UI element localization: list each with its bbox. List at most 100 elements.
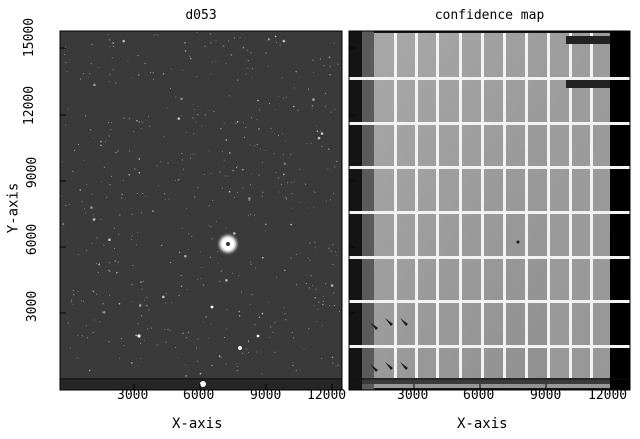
star (80, 78, 82, 80)
star (84, 208, 85, 210)
star (117, 150, 119, 152)
horizontal-seam (349, 122, 630, 125)
star (241, 291, 243, 293)
right-x-tick-3000: 3000 (397, 388, 429, 403)
star (249, 144, 251, 146)
star (332, 362, 334, 364)
star (236, 79, 239, 81)
star (243, 122, 244, 124)
star (140, 358, 141, 360)
vertical-seam (525, 33, 528, 378)
star (320, 130, 322, 132)
star (319, 58, 321, 60)
star (248, 341, 250, 343)
star (255, 267, 257, 269)
star (320, 132, 324, 135)
star (211, 364, 213, 367)
star (178, 295, 180, 296)
star (299, 202, 301, 204)
star (270, 127, 272, 129)
star (274, 351, 276, 353)
star (268, 39, 270, 41)
star (230, 54, 233, 56)
star (207, 337, 209, 339)
star (328, 247, 330, 249)
star (109, 73, 111, 75)
star (72, 170, 74, 172)
star (136, 119, 138, 122)
star (321, 324, 323, 326)
star (181, 115, 183, 117)
star (181, 228, 183, 230)
vertical-seam (503, 33, 506, 378)
star (186, 207, 188, 209)
star (110, 175, 112, 177)
star (199, 372, 202, 375)
star (275, 42, 277, 43)
star (86, 325, 88, 327)
star (170, 262, 171, 263)
star (278, 134, 279, 136)
star (141, 288, 143, 290)
star (215, 40, 217, 42)
star (178, 251, 181, 254)
star (112, 46, 114, 47)
star (65, 124, 67, 126)
star (138, 121, 140, 123)
star (270, 326, 272, 328)
star (73, 149, 76, 152)
star (313, 206, 315, 208)
star (105, 197, 107, 198)
star (193, 108, 195, 110)
star (79, 189, 81, 191)
star (335, 255, 337, 257)
star (139, 121, 140, 123)
star (218, 355, 221, 357)
star (224, 175, 226, 177)
star (63, 54, 65, 56)
star (334, 166, 336, 168)
star (188, 233, 189, 235)
star (137, 365, 139, 367)
star (100, 218, 102, 220)
star (108, 269, 110, 272)
star (281, 77, 283, 79)
star (137, 74, 140, 76)
star (166, 107, 168, 109)
star (151, 327, 152, 329)
star (297, 109, 299, 111)
star (108, 341, 110, 343)
star (164, 198, 166, 200)
star (277, 177, 279, 179)
star (268, 102, 270, 104)
star (181, 159, 183, 161)
star (76, 334, 78, 336)
star (287, 182, 289, 184)
star (337, 364, 339, 367)
star (86, 184, 88, 186)
star (128, 174, 131, 176)
star (325, 283, 327, 285)
star (210, 173, 212, 175)
star (154, 34, 156, 36)
star (62, 223, 65, 225)
star (208, 205, 210, 207)
star (183, 168, 184, 170)
star (238, 275, 240, 277)
star (309, 259, 311, 261)
star (318, 301, 320, 303)
star (128, 117, 131, 120)
star (170, 88, 171, 89)
star (119, 214, 121, 216)
star (223, 122, 225, 124)
star (191, 235, 193, 237)
star (332, 264, 334, 266)
star (254, 145, 256, 147)
star (131, 235, 133, 237)
star (264, 230, 266, 232)
star (76, 357, 78, 359)
star (316, 125, 318, 127)
star (245, 348, 247, 350)
star (330, 111, 332, 113)
star (225, 63, 227, 65)
